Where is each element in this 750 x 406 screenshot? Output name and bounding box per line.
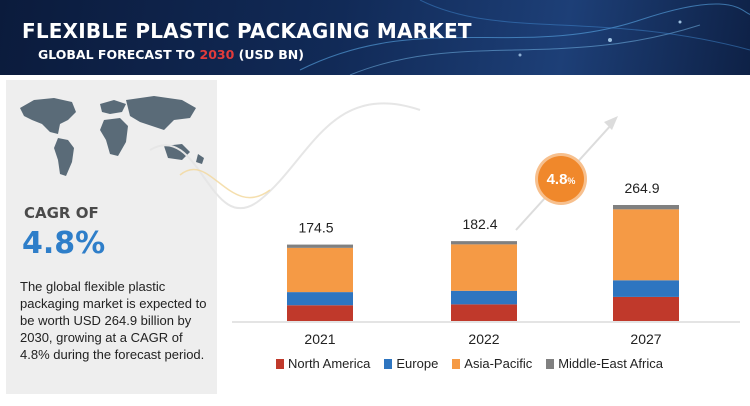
world-map-icon [20,96,204,176]
legend-item-middle-east-africa: Middle-East Africa [546,356,663,371]
bar-segment-asia-pacific-2022 [451,244,517,291]
legend-swatch [452,358,461,369]
x-tick-label-2021: 2021 [304,331,335,347]
bar-segment-europe-2021 [287,292,353,306]
x-tick-label-2027: 2027 [630,331,661,347]
cagr-label: CAGR OF [24,204,99,222]
market-description: The global flexible plastic packaging ma… [20,279,207,362]
header-banner: FLEXIBLE PLASTIC PACKAGING MARKET GLOBAL… [0,0,750,75]
decorative-trend-curve [149,102,421,210]
bar-segment-europe-2022 [451,290,517,305]
summary-panel: CAGR OF 4.8% The global flexible plastic… [6,80,217,394]
legend-item-north-america: North America [276,356,370,371]
total-label-2022: 182.4 [462,216,497,232]
header-wave-decoration [299,0,750,75]
cagr-growth-badge: 4.8% [538,156,584,202]
legend-label: North America [288,356,371,371]
legend-label: Europe [396,356,439,371]
legend-swatch [384,358,393,369]
bar-segment-asia-pacific-2027 [613,209,679,281]
bar-segment-europe-2027 [613,280,679,297]
bars-group [287,205,679,321]
total-label-2021: 174.5 [298,220,333,236]
chart-legend: North America Europe Asia-Pacific Middle… [276,356,663,371]
legend-item-europe: Europe [384,356,438,371]
legend-label: Middle-East Africa [558,356,663,371]
x-tick-labels-group: 2021 2022 2027 [304,331,661,347]
total-labels-group: 174.5 182.4 264.9 [298,180,659,236]
cagr-badge-value: 4.8 [546,170,568,188]
decorative-trend-curve-gold [179,168,271,199]
legend-label: Asia-Pacific [464,356,533,371]
legend-swatch [546,358,555,369]
subtitle-prefix: GLOBAL FORECAST TO [38,47,200,62]
bar-segment-middle-east-africa-2027 [613,205,679,210]
bar-segment-north-america-2022 [451,304,517,321]
page-subtitle: GLOBAL FORECAST TO 2030 (USD BN) [38,47,304,62]
legend-item-asia-pacific: Asia-Pacific [452,356,532,371]
cagr-badge-unit: % [567,176,576,186]
growth-arrow-head [604,116,618,130]
page-title: FLEXIBLE PLASTIC PACKAGING MARKET [22,19,472,43]
subtitle-year: 2030 [199,47,235,62]
bar-segment-asia-pacific-2021 [287,247,353,293]
x-tick-label-2022: 2022 [468,331,499,347]
bar-segment-north-america-2021 [287,305,353,321]
total-label-2027: 264.9 [624,180,659,196]
subtitle-suffix: (USD BN) [234,47,304,62]
bar-segment-north-america-2027 [613,296,679,321]
bar-segment-middle-east-africa-2021 [287,244,353,248]
bar-segment-middle-east-africa-2022 [451,241,517,245]
cagr-value: 4.8% [22,226,106,261]
legend-swatch [276,358,284,369]
